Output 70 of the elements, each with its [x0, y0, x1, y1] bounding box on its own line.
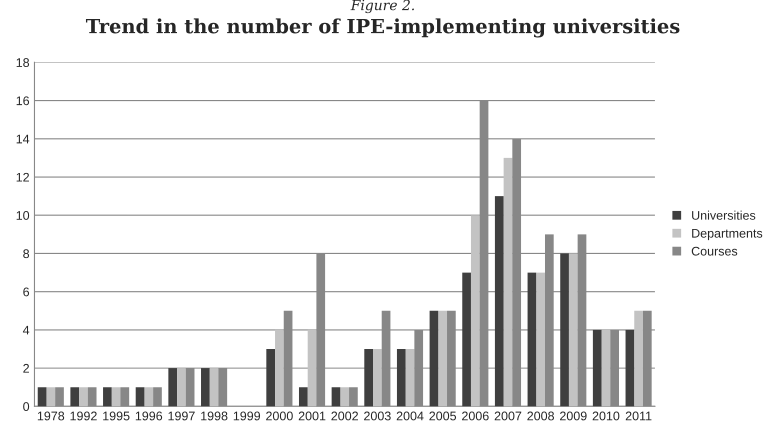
bar [275, 330, 284, 406]
x-tick-label: 2002 [331, 412, 358, 420]
legend-label: Departments [692, 228, 762, 240]
bar [70, 387, 80, 406]
bar [536, 272, 545, 406]
bar [46, 387, 56, 406]
bar [103, 387, 112, 406]
bar [528, 272, 536, 406]
bar [112, 387, 120, 406]
x-tick-label: 2011 [626, 412, 652, 420]
bar [177, 368, 186, 406]
bar [136, 387, 144, 406]
y-tick-label: 14 [16, 134, 30, 144]
x-tick-label: 1999 [234, 412, 260, 420]
bar [396, 349, 406, 406]
bar [79, 387, 88, 406]
y-tick-label: 8 [23, 249, 30, 258]
x-tick-label: 2004 [396, 412, 424, 420]
legend-label: Courses [692, 246, 738, 256]
x-tick-label: 2010 [592, 412, 620, 420]
chart-title: Trend in the number of IPE-implementing universities [86, 18, 680, 38]
x-tick-label: 2003 [364, 412, 391, 420]
bar [38, 387, 46, 406]
bar [438, 310, 448, 406]
x-tick-label: 1992 [70, 412, 97, 420]
bar [308, 330, 316, 406]
bar [210, 368, 218, 406]
x-tick-label: 2008 [527, 412, 554, 420]
x-tick-label: 1978 [38, 412, 64, 420]
bar [364, 349, 373, 406]
x-tick-label: 2000 [266, 412, 293, 420]
x-tick-label: 2005 [429, 412, 456, 420]
x-tick-label: 1996 [136, 412, 162, 420]
y-tick-label: 10 [16, 211, 30, 220]
bar [462, 272, 471, 406]
y-tick-label: 6 [23, 287, 30, 296]
bar [470, 215, 480, 406]
y-tick-label: 12 [16, 172, 29, 182]
bar [373, 349, 382, 406]
y-tick-label: 4 [22, 326, 30, 334]
bar [634, 310, 643, 406]
bar [298, 387, 308, 406]
bar [430, 310, 438, 406]
x-tick-label: 1997 [168, 412, 195, 420]
bar [406, 349, 414, 406]
bar [494, 196, 504, 406]
y-tick-label: 0 [23, 402, 30, 411]
bar [560, 253, 569, 406]
bar [340, 387, 350, 406]
bar [504, 158, 512, 406]
bar [592, 330, 602, 406]
x-tick-label: 1998 [201, 412, 228, 420]
y-tick-label: 2 [23, 364, 29, 373]
bar [568, 253, 578, 406]
x-tick-label: 2007 [494, 412, 522, 420]
bar [626, 330, 634, 406]
bar [144, 387, 154, 406]
x-tick-label: 2006 [462, 412, 489, 420]
bar [201, 368, 210, 406]
bar [168, 368, 178, 406]
legend-label: Universities [692, 210, 756, 220]
x-tick-label: 2009 [560, 412, 587, 420]
x-tick-label: 2001 [298, 412, 326, 420]
caption: Figure 2. [350, 0, 414, 14]
bar [266, 349, 276, 406]
y-tick-label: 18 [16, 58, 30, 67]
bar [602, 330, 610, 406]
y-tick-label: 16 [16, 96, 30, 106]
x-tick-label: 1995 [103, 412, 130, 420]
bar [332, 387, 340, 406]
